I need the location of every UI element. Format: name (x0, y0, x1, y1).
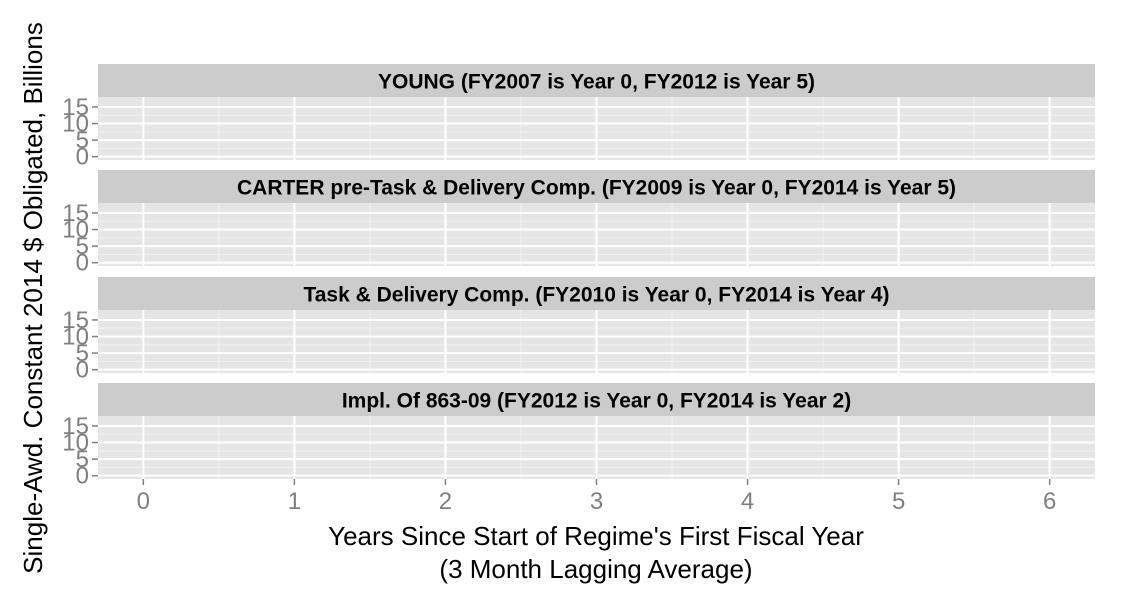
x-tick-label: 6 (1043, 488, 1056, 515)
x-tick-label: 4 (741, 488, 754, 515)
x-tick-label: 2 (439, 488, 452, 515)
y-tick-label: 15 (62, 413, 89, 440)
y-tick-label: 5 (76, 233, 89, 260)
y-tick-label: 15 (62, 94, 89, 121)
facet-panels: YOUNG (FY2007 is Year 0, FY2012 is Year … (62, 64, 1095, 490)
y-tick-label: 10 (62, 324, 89, 351)
y-tick-label: 0 (76, 357, 89, 384)
y-tick-label: 10 (62, 430, 89, 457)
y-tick-label: 5 (76, 340, 89, 367)
facet-title: Impl. Of 863-09 (FY2012 is Year 0, FY201… (342, 390, 851, 413)
y-tick-label: 15 (62, 307, 89, 334)
y-tick-label: 0 (76, 250, 89, 277)
facet-title: CARTER pre-Task & Delivery Comp. (FY2009… (237, 177, 956, 200)
y-tick-label: 10 (62, 111, 89, 138)
y-tick-label: 0 (76, 463, 89, 490)
y-tick-label: 15 (62, 200, 89, 227)
y-tick-label: 10 (62, 217, 89, 244)
y-axis-label: Single-Awd. Constant 2014 $ Obligated, B… (18, 22, 48, 574)
x-tick-label: 0 (137, 488, 150, 515)
facet-panel: Task & Delivery Comp. (FY2010 is Year 0,… (62, 277, 1095, 384)
facet-panel: YOUNG (FY2007 is Year 0, FY2012 is Year … (62, 64, 1095, 171)
y-tick-label: 5 (76, 446, 89, 473)
facet-strip (98, 170, 1095, 203)
x-axis-label: Years Since Start of Regime's First Fisc… (328, 521, 864, 551)
facet-panel: CARTER pre-Task & Delivery Comp. (FY2009… (62, 170, 1095, 277)
x-tick-label: 1 (288, 488, 301, 515)
facet-panel: Impl. Of 863-09 (FY2012 is Year 0, FY201… (62, 383, 1095, 490)
x-tick-label: 3 (590, 488, 603, 515)
facet-title: Task & Delivery Comp. (FY2010 is Year 0,… (303, 284, 889, 307)
x-axis-label-subtitle: (3 Month Lagging Average) (439, 554, 752, 584)
facet-title: YOUNG (FY2007 is Year 0, FY2012 is Year … (378, 71, 815, 94)
facet-strip (98, 277, 1095, 310)
y-tick-label: 0 (76, 144, 89, 171)
x-tick-label: 5 (892, 488, 905, 515)
x-axis: 0 1 2 3 4 5 6 (137, 479, 1056, 515)
facet-strip (98, 383, 1095, 416)
y-tick-label: 5 (76, 127, 89, 154)
facet-strip (98, 64, 1095, 97)
